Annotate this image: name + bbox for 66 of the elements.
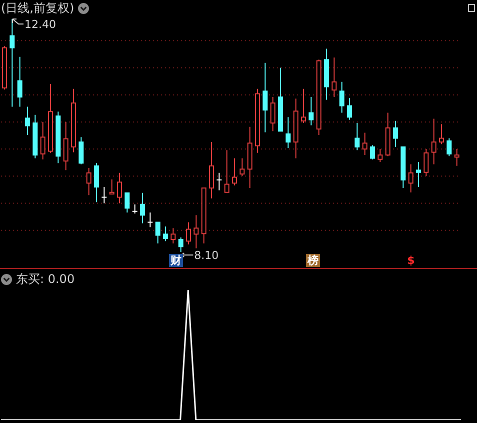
candlestick [209,142,214,199]
candlestick [308,96,314,126]
candlestick [286,116,291,148]
candlestick [40,121,46,160]
candlestick [301,88,306,124]
candlestick [170,228,176,244]
candlestick [416,162,421,188]
candlestick [78,136,84,165]
candlestick [186,222,191,245]
candlestick [240,158,245,177]
candlestick [71,88,76,153]
text: 财 [170,254,182,267]
chart-title: (日线,前复权) [1,1,74,15]
candlestick [446,138,452,157]
candlestick [408,164,414,193]
candlestick [454,148,460,166]
candlestick [293,98,298,159]
candlestick [63,121,68,171]
candlestick [439,124,444,145]
candlestick [178,236,184,252]
candlestick [385,112,390,157]
candlestick [94,162,99,203]
candlestick [232,158,237,186]
candlestick [378,148,383,163]
candlestick [424,148,429,177]
candlestick [147,212,154,228]
candlestick [316,59,322,136]
candlestick [25,106,30,136]
candlestick [324,48,329,100]
candlestick [140,192,145,224]
candlestick [332,56,337,98]
candlestick [354,122,360,151]
annotation: 12.40 [24,18,56,31]
candlestick [32,114,38,159]
candlestick [117,172,122,204]
candlestick [362,132,368,156]
candlestick [56,111,61,164]
candlestick [163,226,168,242]
candlestick [370,144,375,160]
candlestick [431,118,436,165]
candlestick [400,146,406,189]
candlestick [224,150,230,194]
text: $ [407,254,415,267]
text: 榜 [308,254,318,267]
candlestick [10,19,15,108]
candlestick [155,222,160,244]
candlestick [17,56,22,108]
candlestick [347,98,352,120]
candlestick [339,81,344,114]
candlestick [132,204,138,214]
candlestick [216,172,222,191]
candlestick [48,84,53,154]
annotation: 8.10 [194,249,219,262]
candlestick [262,62,268,133]
candlestick [86,168,92,196]
candlestick [393,120,398,148]
candlestick [101,186,108,204]
candlestick [278,67,283,132]
candlestick [194,214,199,249]
candlestick [255,88,260,154]
candlestick [201,188,206,244]
chart-title: 东买: 0.00 [16,272,75,286]
candlestick [270,96,276,132]
candlestick [124,192,130,213]
candlestick [109,178,114,195]
candlestick [247,126,252,189]
